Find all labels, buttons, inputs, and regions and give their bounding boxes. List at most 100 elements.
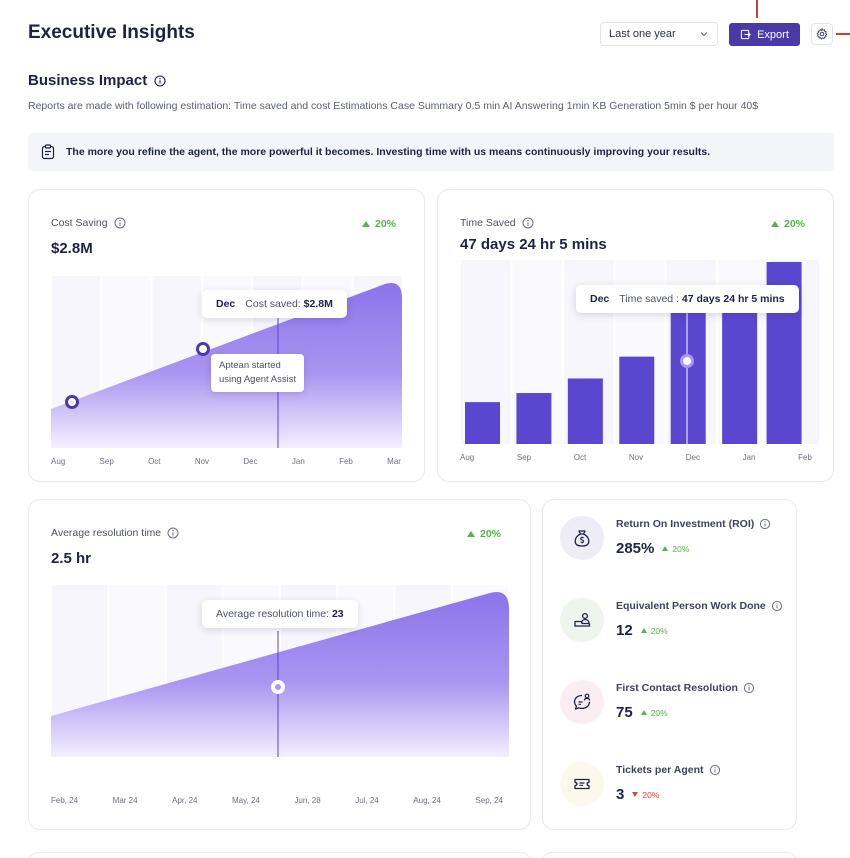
trend-down-icon: [632, 792, 639, 797]
x-tick-label: Feb, 24: [51, 796, 79, 805]
time-hover-point[interactable]: [680, 354, 694, 368]
x-tick-label: Dec: [685, 453, 700, 462]
x-tick-label: Aug, 24: [413, 796, 441, 805]
kpi-tickets-label-text: Tickets per Agent: [616, 764, 704, 776]
resolution-label: Average resolution time: [51, 527, 179, 539]
banner-text: The more you refine the agent, the more …: [66, 146, 711, 158]
x-tick-label: Oct: [148, 457, 161, 466]
annotation-line-side: [836, 33, 850, 35]
kpi-roi-label-text: Return On Investment (ROI): [616, 518, 755, 530]
info-icon[interactable]: [743, 682, 755, 694]
time-saved-change-value: 20%: [784, 218, 806, 230]
time-bar[interactable]: [619, 356, 655, 444]
kpi-fcr-value-row: 75 20%: [616, 704, 668, 721]
info-icon[interactable]: [114, 217, 126, 229]
x-tick-label: Mar 24: [112, 796, 138, 805]
kpi-roi-value-row: 285% 20%: [616, 540, 689, 557]
tooltip-label: Average resolution time:: [216, 608, 330, 620]
next-card-right: [542, 852, 797, 858]
x-tick-label: Nov: [194, 457, 210, 466]
kpi-roi-change: 20%: [662, 544, 689, 554]
cost-tooltip: Dec Cost saved: $2.8M: [202, 290, 347, 318]
kpi-person-work: Equivalent Person Work Done 12 20%: [560, 598, 796, 654]
x-tick-label: May, 24: [232, 796, 260, 805]
tooltip-month: Dec: [216, 298, 236, 310]
section-title-text: Business Impact: [28, 72, 148, 89]
trend-up-icon: [771, 221, 779, 227]
x-tick-label: Dec: [243, 457, 258, 466]
x-tick-label: Feb: [339, 457, 353, 466]
info-icon[interactable]: [154, 74, 166, 87]
resolution-tooltip: Average resolution time: 23: [202, 600, 358, 628]
info-icon[interactable]: [522, 217, 534, 229]
info-banner: The more you refine the agent, the more …: [28, 133, 834, 171]
kpi-person-label: Equivalent Person Work Done: [616, 600, 783, 612]
ticket-icon: [560, 762, 604, 806]
chat-person-icon: [560, 680, 604, 724]
time-saved-label: Time Saved: [460, 217, 534, 229]
cost-point-start[interactable]: [65, 395, 79, 409]
kpi-first-contact: First Contact Resolution 75 20%: [560, 680, 796, 736]
x-tick-label: Aug: [460, 453, 475, 462]
resolution-change: 20%: [467, 528, 501, 540]
cost-x-axis: Aug Sep Oct Nov Dec Jan Feb Mar: [51, 457, 401, 466]
x-tick-label: Jul, 24: [355, 796, 379, 805]
export-button[interactable]: Export: [729, 23, 800, 46]
kpi-roi-change-value: 20%: [672, 543, 690, 554]
event-note-line1: Aptean started: [219, 360, 281, 371]
trend-up-icon: [640, 710, 647, 715]
trend-up-icon: [362, 221, 370, 227]
x-tick-label: Apr, 24: [172, 796, 198, 805]
resolution-change-value: 20%: [480, 528, 502, 540]
info-icon[interactable]: [759, 518, 771, 530]
date-range-select[interactable]: Last one year: [600, 22, 718, 46]
kpi-fcr-change: 20%: [640, 708, 668, 718]
time-tooltip: Dec Time saved : 47 days 24 hr 5 mins: [576, 285, 799, 313]
kpi-tickets-change: 20%: [632, 790, 659, 800]
kpi-tickets: Tickets per Agent 3 20%: [560, 762, 796, 818]
event-note: Aptean started using Agent Assist: [211, 354, 305, 392]
settings-button[interactable]: [811, 23, 833, 45]
cost-saving-change: 20%: [362, 218, 396, 230]
info-icon[interactable]: [709, 764, 721, 776]
cost-saving-label: Cost Saving: [51, 217, 126, 229]
date-range-value: Last one year: [609, 28, 676, 40]
time-saved-chart: [461, 260, 819, 445]
kpi-person-value-row: 12 20%: [616, 622, 668, 639]
trend-up-icon: [640, 628, 647, 633]
x-tick-label: Sep: [99, 457, 114, 466]
info-icon[interactable]: [167, 527, 179, 539]
chevron-down-icon: [700, 32, 708, 37]
time-bar[interactable]: [516, 393, 552, 444]
money-bag-icon: [560, 516, 604, 560]
info-icon[interactable]: [771, 600, 783, 612]
kpi-fcr-label-text: First Contact Resolution: [616, 682, 738, 694]
tooltip-label: Cost saved:: [245, 298, 301, 310]
x-tick-label: Mar: [387, 457, 401, 466]
clipboard-icon: [41, 144, 55, 160]
time-saved-value: 47 days 24 hr 5 mins: [460, 236, 607, 253]
person-desk-icon: [560, 598, 604, 642]
x-tick-label: Jan: [291, 457, 305, 466]
export-label: Export: [757, 28, 789, 41]
resolution-hover-point[interactable]: [271, 680, 285, 694]
section-title: Business Impact: [28, 72, 166, 89]
cost-point-event[interactable]: [196, 342, 210, 356]
kpi-person-label-text: Equivalent Person Work Done: [616, 600, 766, 612]
kpi-roi-label: Return On Investment (ROI): [616, 518, 771, 530]
x-tick-label: Jan: [742, 453, 756, 462]
time-bar[interactable]: [465, 402, 500, 444]
time-bar[interactable]: [670, 307, 706, 445]
tooltip-value: $2.8M: [303, 298, 333, 310]
resolution-area: [51, 592, 509, 757]
time-bar[interactable]: [722, 291, 758, 444]
kpi-person-change: 20%: [640, 626, 668, 636]
kpi-roi-value: 285%: [616, 540, 655, 557]
x-tick-label: Aug: [51, 457, 66, 466]
time-bar[interactable]: [567, 378, 603, 444]
kpi-roi: Return On Investment (ROI) 285% 20%: [560, 516, 796, 572]
tooltip-month: Dec: [590, 293, 610, 305]
cost-saving-label-text: Cost Saving: [51, 217, 108, 229]
cost-saving-card: Cost Saving $2.8M 20% Dec Cost saved: $2…: [28, 189, 425, 482]
trend-up-icon: [662, 546, 669, 551]
